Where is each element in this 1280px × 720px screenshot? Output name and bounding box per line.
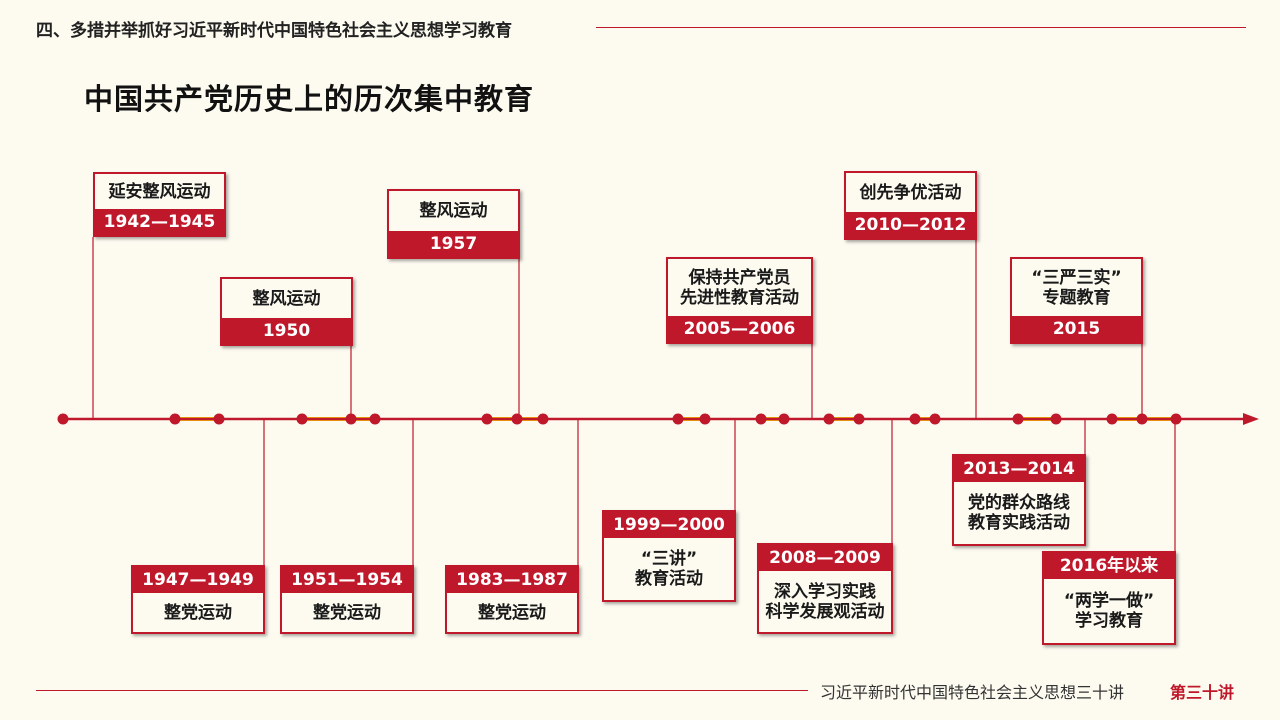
timeline-dot (1170, 413, 1182, 425)
event-label: 创先争优活动 (846, 173, 975, 212)
event-label: 延安整风运动 (95, 174, 224, 209)
timeline-dot (853, 413, 865, 425)
timeline-dot (823, 413, 835, 425)
event-label: 整党运动 (447, 593, 577, 632)
top-divider (596, 27, 1246, 28)
footer-lecture-number: 第三十讲 (1170, 683, 1235, 702)
event-label: 整风运动 (222, 279, 351, 318)
timeline-event: 2008—2009 深入学习实践 科学发展观活动 (757, 543, 893, 634)
timeline-arrow-icon (1243, 413, 1259, 425)
timeline-event: 保持共产党员 先进性教育活动 2005—2006 (666, 257, 813, 344)
event-date: 1950 (222, 318, 351, 344)
timeline-event: 2016年以来 “两学一做” 学习教育 (1042, 551, 1176, 645)
event-label: 整风运动 (389, 191, 518, 231)
timeline-event: 整风运动 1950 (220, 277, 353, 346)
timeline-dot (672, 413, 684, 425)
event-date: 1957 (389, 231, 518, 257)
event-date: 1942—1945 (95, 209, 224, 235)
event-date: 1951—1954 (282, 567, 412, 593)
timeline-dot (929, 413, 941, 425)
event-label: 整党运动 (282, 593, 412, 632)
event-date: 1999—2000 (604, 512, 734, 538)
event-date: 2005—2006 (668, 316, 811, 342)
timeline-event: “三严三实” 专题教育 2015 (1010, 257, 1143, 344)
event-date: 1947—1949 (133, 567, 263, 593)
timeline-dot (57, 413, 69, 425)
event-date: 2008—2009 (759, 545, 891, 571)
event-label: 深入学习实践 科学发展观活动 (759, 571, 891, 632)
timeline-event: 1947—1949 整党运动 (131, 565, 265, 634)
section-title: 四、多措并举抓好习近平新时代中国特色社会主义思想学习教育 (36, 21, 512, 41)
footer-divider (36, 690, 808, 691)
event-label: 保持共产党员 先进性教育活动 (668, 259, 811, 316)
timeline-event: 1999—2000 “三讲” 教育活动 (602, 510, 736, 602)
event-date: 2013—2014 (954, 456, 1084, 482)
event-label: “三讲” 教育活动 (604, 538, 734, 600)
timeline-dot (481, 413, 493, 425)
timeline-event: 整风运动 1957 (387, 189, 520, 259)
event-label: “两学一做” 学习教育 (1044, 579, 1174, 643)
timeline-dot (1012, 413, 1024, 425)
timeline-dot (1106, 413, 1118, 425)
timeline-event: 1983—1987 整党运动 (445, 565, 579, 634)
timeline-dot (511, 413, 523, 425)
event-date: 2016年以来 (1044, 553, 1174, 579)
timeline-dot (213, 413, 225, 425)
event-label: 整党运动 (133, 593, 263, 632)
timeline-event: 2013—2014 党的群众路线 教育实践活动 (952, 454, 1086, 546)
page-title: 中国共产党历史上的历次集中教育 (84, 82, 535, 116)
timeline-dot (699, 413, 711, 425)
timeline-event: 1951—1954 整党运动 (280, 565, 414, 634)
footer-series-title: 习近平新时代中国特色社会主义思想三十讲 (820, 683, 1125, 702)
timeline-event: 创先争优活动 2010—2012 (844, 171, 977, 240)
timeline-event: 延安整风运动 1942—1945 (93, 172, 226, 237)
timeline-dot (778, 413, 790, 425)
event-date: 1983—1987 (447, 567, 577, 593)
timeline-dot (537, 413, 549, 425)
timeline-dot (909, 413, 921, 425)
timeline-dot (755, 413, 767, 425)
timeline-dot (296, 413, 308, 425)
timeline-dot (369, 413, 381, 425)
event-date: 2015 (1012, 316, 1141, 342)
timeline-dot (1050, 413, 1062, 425)
timeline-dot (169, 413, 181, 425)
event-date: 2010—2012 (846, 212, 975, 238)
event-label: “三严三实” 专题教育 (1012, 259, 1141, 316)
event-label: 党的群众路线 教育实践活动 (954, 482, 1084, 544)
